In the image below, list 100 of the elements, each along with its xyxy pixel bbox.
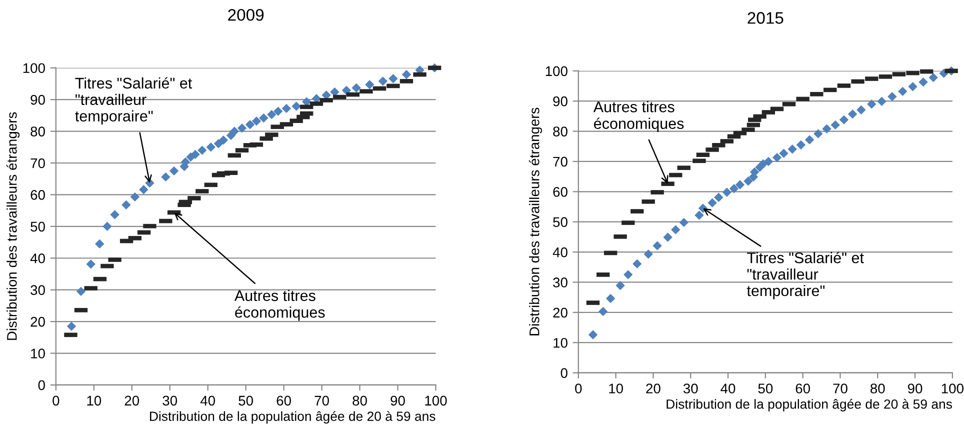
point — [888, 92, 897, 102]
point — [652, 241, 662, 250]
point — [804, 135, 814, 144]
point — [822, 124, 832, 134]
point — [744, 176, 753, 186]
y-axis-title: Distribution des travailleurs étrangers — [6, 112, 20, 340]
annotation: Autres titres économiques — [234, 290, 325, 321]
point — [352, 83, 361, 92]
point — [282, 104, 292, 114]
y-tick-label: 10 — [31, 348, 45, 358]
x-tick-label: 90 — [390, 396, 405, 406]
point — [722, 188, 732, 197]
y-tick-label: 70 — [30, 158, 45, 168]
point — [735, 180, 745, 190]
point — [918, 77, 928, 87]
point — [796, 140, 806, 150]
point — [928, 72, 938, 82]
y-tick-label: 50 — [30, 222, 45, 232]
x-tick-label: 20 — [124, 396, 140, 406]
point — [848, 109, 858, 119]
x-tick-label: 0 — [52, 396, 60, 406]
point — [839, 115, 849, 124]
annotation: Titres "Salarié" et "travailleur temporaire" — [746, 252, 864, 300]
point — [598, 306, 608, 316]
point — [245, 120, 255, 130]
point — [898, 86, 908, 96]
point — [624, 270, 633, 280]
y-tick-label: 10 — [554, 338, 568, 348]
y-tick-label: 70 — [553, 156, 568, 167]
point — [772, 152, 782, 162]
x-axis-title: Distribution de la population âgée de 20 à 59 ans — [150, 411, 436, 424]
point — [66, 322, 76, 331]
point — [616, 280, 625, 290]
x-tick-label: 10 — [87, 396, 102, 406]
x-tick-label: 0 — [575, 384, 582, 394]
point — [94, 239, 104, 248]
point — [86, 260, 96, 269]
point — [632, 259, 642, 268]
x-tick-label: 100 — [425, 396, 447, 406]
point — [856, 105, 866, 114]
x-tick-label: 40 — [200, 396, 216, 406]
point — [606, 294, 616, 304]
x-tick-label: 40 — [720, 384, 736, 394]
point — [402, 70, 412, 80]
y-tick-label: 40 — [30, 253, 45, 264]
x-tick-label: 100 — [942, 384, 964, 394]
point — [218, 136, 228, 145]
y-tick-label: 90 — [553, 96, 568, 106]
y-tick-label: 0 — [560, 368, 568, 378]
y-tick-label: 100 — [23, 63, 45, 74]
point — [388, 74, 398, 84]
x-tick-label: 20 — [646, 384, 660, 394]
point — [342, 86, 352, 95]
x-tick-label: 70 — [833, 384, 848, 394]
y-tick-label: 40 — [552, 247, 568, 258]
point — [330, 87, 340, 97]
y-tick-label: 80 — [553, 126, 568, 136]
point — [694, 210, 704, 220]
point — [671, 225, 680, 234]
point — [198, 146, 207, 155]
x-tick-label: 60 — [276, 396, 291, 406]
chart-title: 2015 — [748, 12, 784, 24]
x-tick-label: 30 — [683, 384, 698, 394]
point — [161, 172, 170, 182]
point — [714, 192, 724, 202]
point — [190, 150, 200, 160]
point — [779, 148, 788, 158]
y-tick-label: 90 — [30, 94, 45, 105]
x-axis-title: Distribution de la population âgée de 20 à 59 ans — [666, 398, 952, 412]
point — [867, 100, 876, 109]
annotation: Titres "Salarié" et "travailleur temporaire" — [75, 77, 192, 125]
point — [588, 330, 598, 340]
point — [76, 286, 86, 296]
y-axis-title: Distribution des travailleurs étrangers — [528, 108, 542, 336]
y-tick-label: 60 — [30, 190, 45, 200]
x-tick-label: 10 — [609, 384, 623, 394]
point — [169, 166, 179, 176]
point — [139, 185, 148, 194]
point — [274, 106, 283, 116]
point — [122, 200, 131, 210]
point — [110, 210, 120, 220]
point — [877, 96, 886, 106]
point — [292, 102, 301, 111]
x-tick-label: 30 — [162, 396, 178, 406]
x-tick-label: 70 — [314, 396, 329, 406]
y-tick-label: 30 — [553, 278, 568, 288]
x-tick-label: 50 — [758, 384, 773, 394]
point — [102, 222, 112, 232]
point — [378, 76, 388, 86]
y-tick-label: 20 — [30, 316, 45, 327]
x-tick-label: 90 — [908, 384, 922, 394]
point — [237, 124, 247, 133]
point — [206, 142, 216, 152]
point — [788, 144, 797, 154]
point — [259, 113, 268, 123]
y-tick-label: 80 — [30, 126, 45, 136]
x-tick-label: 80 — [870, 384, 885, 394]
point — [679, 218, 688, 228]
point — [252, 116, 262, 126]
point — [365, 80, 374, 90]
